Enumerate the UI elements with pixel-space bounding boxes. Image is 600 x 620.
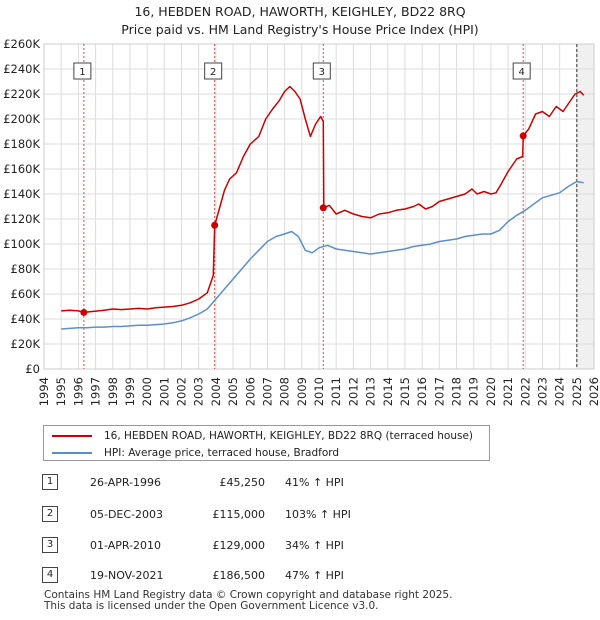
x-tick-label: 2022 [518, 377, 532, 406]
sale-number-label: 1 [79, 67, 85, 78]
sale-point [80, 308, 88, 316]
sale-row: 2 05-DEC-2003 £115,000 103% ↑ HPI [0, 506, 600, 524]
sale-number-badge: 2 [42, 506, 58, 522]
x-tick-label: 2010 [312, 377, 326, 406]
x-tick-label: 2000 [140, 377, 154, 406]
x-tick-label: 2025 [570, 377, 584, 406]
sale-number-label: 3 [319, 67, 325, 78]
y-tick-label: £160K [3, 162, 40, 176]
x-tick-label: 1999 [123, 377, 137, 406]
y-tick-label: £120K [3, 212, 40, 226]
legend-label-hpi: HPI: Average price, terraced house, Brad… [104, 446, 340, 459]
x-tick-label: 2007 [260, 377, 274, 406]
x-tick-label: 2004 [209, 377, 223, 406]
sale-number-box [204, 62, 223, 80]
sale-number-box [73, 62, 92, 80]
legend-item-property: 16, HEBDEN ROAD, HAWORTH, KEIGHLEY, BD22… [52, 427, 473, 444]
x-tick-label: 2002 [175, 377, 189, 406]
hpi-line [61, 180, 584, 330]
price-chart: 1 2 3 4 £0 £20K £40K £60K £80K £100K £120K £140K £1… [3, 37, 600, 406]
x-tick-label: 2016 [415, 377, 429, 406]
x-tick-label: 2018 [450, 377, 464, 406]
x-tick-label: 2006 [243, 377, 257, 406]
sale-point [319, 204, 327, 212]
x-tick-label: 2014 [381, 377, 395, 406]
sale-row: 4 19-NOV-2021 £186,500 47% ↑ HPI [0, 567, 600, 585]
x-tick-label: 2011 [329, 377, 343, 406]
footer-attribution: Contains HM Land Registry data © Crown c… [44, 590, 452, 612]
x-tick-label: 2024 [553, 377, 567, 406]
legend-swatch-hpi [52, 451, 92, 454]
sale-date: 19-NOV-2021 [90, 569, 164, 582]
x-tick-label: 1994 [37, 377, 51, 406]
sale-point [211, 221, 219, 229]
sale-hpi-change: 34% ↑ HPI [285, 539, 344, 552]
y-tick-label: £20K [11, 337, 41, 351]
y-tick-label: £60K [11, 287, 41, 301]
sale-date: 01-APR-2010 [90, 539, 162, 552]
x-tick-label: 1998 [106, 377, 120, 406]
x-tick-label: 2017 [432, 377, 446, 406]
y-tick-label: £100K [3, 237, 40, 251]
x-tick-label: 2008 [278, 377, 292, 406]
sale-hpi-change: 41% ↑ HPI [285, 476, 344, 489]
x-tick-label: 2013 [364, 377, 378, 406]
x-tick-label: 2001 [157, 377, 171, 406]
future-shade-region [576, 44, 594, 369]
sale-number-badge: 4 [42, 567, 58, 583]
sale-row: 1 26-APR-1996 £45,250 41% ↑ HPI [0, 474, 600, 492]
x-tick-label: 2015 [398, 377, 412, 406]
title-subtitle: Price paid vs. HM Land Registry's House … [121, 22, 479, 37]
sale-number-badge: 1 [42, 474, 58, 490]
legend-label-property: 16, HEBDEN ROAD, HAWORTH, KEIGHLEY, BD22… [104, 429, 474, 442]
y-tick-label: £0 [25, 362, 40, 376]
sale-row: 3 01-APR-2010 £129,000 34% ↑ HPI [0, 537, 600, 555]
sale-number-label: 2 [210, 67, 216, 78]
title-address: 16, HEBDEN ROAD, HAWORTH, KEIGHLEY, BD22… [134, 4, 466, 19]
sale-number-box [312, 62, 331, 80]
plot-frame [43, 43, 595, 370]
footer-licence: This data is licensed under the Open Gov… [44, 600, 379, 612]
y-tick-label: £40K [11, 312, 41, 326]
sale-number-box [512, 62, 531, 80]
x-tick-label: 1996 [71, 377, 85, 406]
legend-item-hpi: HPI: Average price, terraced house, Brad… [52, 444, 339, 461]
sale-point [519, 132, 527, 140]
y-tick-label: £140K [3, 187, 40, 201]
x-tick-label: 1995 [54, 377, 68, 406]
y-tick-label: £180K [3, 137, 40, 151]
x-tick-label: 2021 [501, 377, 515, 406]
y-tick-label: £240K [3, 62, 40, 76]
y-tick-label: £220K [3, 87, 40, 101]
y-tick-label: £200K [3, 112, 40, 126]
sale-hpi-change: 103% ↑ HPI [285, 508, 351, 521]
x-tick-label: 2009 [295, 377, 309, 406]
sale-hpi-change: 47% ↑ HPI [285, 569, 344, 582]
x-tick-label: 2012 [346, 377, 360, 406]
x-tick-label: 1997 [89, 377, 103, 406]
chart-title: 16, HEBDEN ROAD, HAWORTH, KEIGHLEY, BD22… [0, 3, 600, 39]
sale-price: £45,250 [219, 476, 266, 489]
sale-price: £186,500 [212, 569, 266, 582]
sale-price: £115,000 [212, 508, 266, 521]
sale-date: 05-DEC-2003 [90, 508, 164, 521]
legend-swatch-property [52, 434, 92, 437]
footer-copyright: Contains HM Land Registry data © Crown c… [44, 589, 453, 601]
legend: 16, HEBDEN ROAD, HAWORTH, KEIGHLEY, BD22… [43, 425, 490, 461]
x-tick-label: 2026 [587, 377, 600, 406]
x-tick-label: 2023 [535, 377, 549, 406]
x-tick-label: 2005 [226, 377, 240, 406]
x-tick-label: 2020 [484, 377, 498, 406]
sale-price: £129,000 [212, 539, 266, 552]
y-tick-label: £260K [3, 37, 40, 51]
sale-date: 26-APR-1996 [90, 476, 162, 489]
x-tick-label: 2019 [467, 377, 481, 406]
sale-number-badge: 3 [42, 537, 58, 553]
x-tick-label: 2003 [192, 377, 206, 406]
y-tick-label: £80K [11, 262, 41, 276]
property-price-line [61, 85, 585, 314]
sale-number-label: 4 [519, 67, 525, 78]
